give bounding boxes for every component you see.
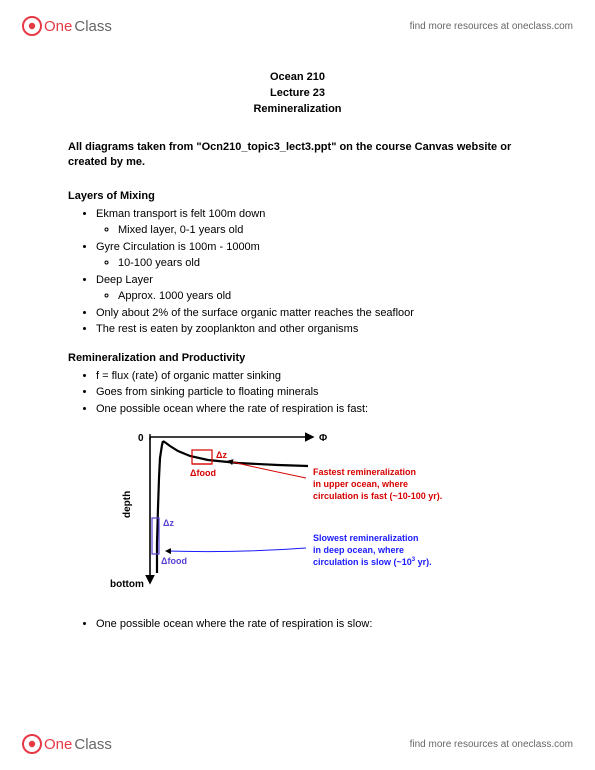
list-item: The rest is eaten by zooplankton and oth… [96,321,527,338]
svg-text:bottom: bottom [110,579,144,590]
list-item: Approx. 1000 years old [118,288,527,305]
svg-text:Φ: Φ [319,433,327,444]
remineralization-chart: 0ΦbottomdepthΔzΔfoodFastest remineraliza… [108,423,527,606]
list-item: One possible ocean where the rate of res… [96,616,527,633]
page-footer: OneClass find more resources at oneclass… [0,728,595,760]
svg-text:in upper ocean, where: in upper ocean, where [313,479,408,489]
list-item: Goes from sinking particle to floating m… [96,384,527,401]
section1-heading: Layers of Mixing [68,190,527,202]
title-block: Ocean 210 Lecture 23 Remineralization [68,70,527,118]
svg-text:in deep ocean, where: in deep ocean, where [313,545,404,555]
topic-title: Remineralization [68,102,527,118]
page-header: OneClass find more resources at oneclass… [0,10,595,42]
svg-text:Fastest remineralization: Fastest remineralization [313,467,416,477]
list-item: One possible ocean where the rate of res… [96,401,527,418]
svg-text:depth: depth [122,491,133,518]
logo-text-class: Class [74,18,112,35]
lecture-title: Lecture 23 [68,86,527,102]
list-item: f = flux (rate) of organic matter sinkin… [96,368,527,385]
list-item: Only about 2% of the surface organic mat… [96,305,527,322]
logo-text-class: Class [74,736,112,753]
attribution-text: All diagrams taken from "Ocn210_topic3_l… [68,140,527,170]
svg-text:Δz: Δz [216,450,227,460]
footer-link[interactable]: find more resources at oneclass.com [410,739,573,750]
list-item: Deep Layer Approx. 1000 years old [96,272,527,305]
list-item: 10-100 years old [118,255,527,272]
section2-list: f = flux (rate) of organic matter sinkin… [96,368,527,418]
list-item: Gyre Circulation is 100m - 1000m 10-100 … [96,239,527,272]
list-item: Mixed layer, 0-1 years old [118,222,527,239]
list-item: Ekman transport is felt 100m down Mixed … [96,206,527,239]
svg-text:Slowest remineralization: Slowest remineralization [313,533,419,543]
logo: OneClass [22,734,112,754]
logo-text-one: One [44,736,72,753]
svg-text:Δfood: Δfood [190,468,216,478]
svg-text:circulation is fast (~10-100 y: circulation is fast (~10-100 yr). [313,491,442,501]
document-content: Ocean 210 Lecture 23 Remineralization Al… [68,70,527,633]
section2-heading: Remineralization and Productivity [68,352,527,364]
svg-text:Δfood: Δfood [161,556,187,566]
section1-list: Ekman transport is felt 100m down Mixed … [96,206,527,338]
logo-icon [22,16,42,36]
header-link[interactable]: find more resources at oneclass.com [410,21,573,32]
logo-text-one: One [44,18,72,35]
svg-text:circulation is slow (~103 yr).: circulation is slow (~103 yr). [313,557,432,567]
svg-text:Δz: Δz [163,518,174,528]
svg-text:0: 0 [138,433,144,444]
course-title: Ocean 210 [68,70,527,86]
logo-icon [22,734,42,754]
section2-after-list: One possible ocean where the rate of res… [96,616,527,633]
logo: OneClass [22,16,112,36]
